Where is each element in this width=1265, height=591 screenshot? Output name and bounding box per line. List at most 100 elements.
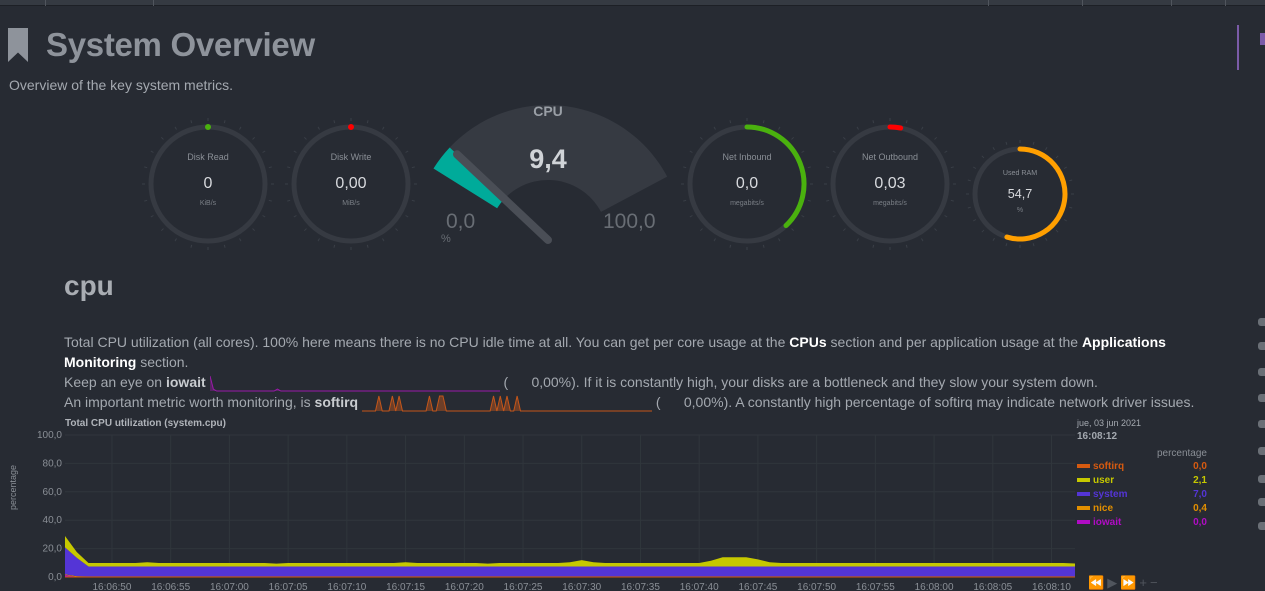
gauge-tick: [778, 238, 781, 242]
gauge-tick: [832, 150, 836, 153]
gauge-tick: [944, 215, 948, 218]
cpu-description-2: Monitoring section.: [64, 352, 188, 372]
cpu-chart[interactable]: 100,0 80,0 60,0 40,0 20,0 0,0 16:06:50 16:06:55…: [0, 425, 1080, 591]
gauge-label: Disk Write: [330, 152, 372, 162]
gauge-tick: [944, 150, 948, 153]
zoom-out-button[interactable]: −: [1149, 575, 1161, 590]
sidebar-icon[interactable]: [1258, 394, 1265, 402]
sidebar-icon[interactable]: [1258, 342, 1265, 350]
gauge-tick: [268, 166, 272, 169]
scroll-indicator[interactable]: [1237, 25, 1239, 70]
gauge-tick: [223, 120, 226, 124]
iowait-sparkline: [209, 376, 500, 392]
gauge-tick: [144, 166, 148, 169]
y-tick-label: 60,0: [43, 487, 63, 498]
gauge-tick: [287, 199, 291, 202]
gauge-tick: [366, 244, 369, 248]
legend-item-nice[interactable]: nice 0,4: [1077, 501, 1212, 515]
gauge-tick: [239, 238, 242, 242]
gauge-tick: [1055, 155, 1059, 159]
gauge-tick: [967, 179, 971, 182]
gauge-tick: [699, 228, 703, 232]
gauge-tick: [239, 126, 242, 130]
gauge-tick: [252, 228, 256, 232]
gauge-tick: [1032, 243, 1035, 247]
top-nav-bar: [0, 0, 1265, 6]
legend-item-softirq[interactable]: softirq 0,0: [1077, 459, 1212, 473]
gauge-tick: [262, 215, 266, 218]
sidebar-icon[interactable]: [1258, 318, 1265, 326]
gauge-tick: [366, 120, 369, 124]
gauge-label: Disk Read: [187, 152, 229, 162]
applications-link[interactable]: Applications: [1081, 334, 1166, 350]
gauge-tick: [713, 238, 716, 242]
gauge-unit: KiB/s: [199, 200, 217, 207]
gauge-tick: [801, 150, 805, 153]
x-tick-label: 16:07:35: [621, 582, 660, 591]
applications-link-cont[interactable]: Monitoring: [64, 354, 137, 370]
forward-button[interactable]: ⏩: [1120, 575, 1140, 590]
sidebar-icon[interactable]: [1258, 420, 1265, 428]
desc-text: Keep an eye on: [64, 374, 166, 390]
legend-item-system[interactable]: system 7,0: [1077, 487, 1212, 501]
legend-units: percentage: [1156, 448, 1207, 459]
gauge-tick: [333, 120, 336, 124]
series-area-system: [65, 547, 1075, 577]
legend-item-iowait[interactable]: iowait 0,0: [1077, 515, 1212, 529]
gauge-tick: [268, 199, 272, 202]
gauge-tick: [262, 150, 266, 153]
bookmark-nav-icon[interactable]: [1260, 33, 1265, 45]
gauge-tick: [921, 238, 924, 242]
gauge-tick: [921, 126, 924, 130]
gauge-tick: [1069, 206, 1073, 209]
gauge-disk-write[interactable]: Disk Write 0,00 MiB/s: [282, 115, 420, 253]
play-button[interactable]: ▶: [1107, 575, 1121, 590]
legend-time: 16:08:12: [1077, 431, 1118, 442]
gauge-net-inbound[interactable]: Net Inbound 0,0 megabits/s: [678, 115, 816, 253]
sidebar-icon[interactable]: [1258, 368, 1265, 376]
gauge-used-ram[interactable]: Used RAM 54,7%: [963, 137, 1077, 251]
gauge-tick: [807, 199, 811, 202]
gauge-tick: [972, 219, 977, 222]
iowait-description: Keep an eye on iowait ( 0,00%). If it is…: [64, 372, 1098, 393]
gauge-tick: [762, 244, 765, 248]
sidebar-icon[interactable]: [1258, 447, 1265, 455]
iowait-value-text: ( 0,00%). If it is constantly high, your…: [503, 374, 1098, 390]
gauge-tick: [190, 120, 193, 124]
x-tick-label: 16:07:55: [856, 582, 895, 591]
gauge-tick: [791, 136, 795, 140]
gauge-label: Used RAM: [1002, 168, 1038, 177]
zoom-in-button[interactable]: +: [1139, 575, 1150, 590]
legend-value: 0,4: [1193, 502, 1207, 514]
gauge-indicator: [348, 124, 354, 130]
sidebar-icon[interactable]: [1258, 498, 1265, 506]
rewind-button[interactable]: ⏪: [1088, 575, 1108, 590]
softirq-description: An important metric worth monitoring, is…: [64, 392, 1194, 413]
legend-swatch: [1077, 492, 1090, 496]
legend-value: 0,0: [1193, 516, 1207, 528]
gauge-disk-read[interactable]: Disk Read 0 KiB/s: [139, 115, 277, 253]
gauge-tick: [807, 166, 811, 169]
x-tick-label: 16:07:20: [445, 582, 484, 591]
sidebar-icon[interactable]: [1258, 522, 1265, 530]
gauge-tick: [395, 228, 399, 232]
gauge-tick: [762, 120, 765, 124]
legend-item-user[interactable]: user 2,1: [1077, 473, 1212, 487]
gauge-tick: [791, 228, 795, 232]
chart-legend: jue, 03 jun 2021 16:08:12 percentage sof…: [1077, 418, 1212, 529]
gauge-tick: [981, 229, 985, 233]
cpus-link[interactable]: CPUs: [789, 334, 827, 350]
cpu-gauge-title: CPU: [533, 103, 563, 119]
cpu-gauge-min: 0,0: [446, 210, 476, 233]
gauge-tick: [872, 120, 875, 124]
sidebar-icon[interactable]: [1258, 475, 1265, 483]
x-tick-label: 16:07:50: [797, 582, 836, 591]
gauge-tick: [934, 228, 938, 232]
gauge-net-outbound[interactable]: Net Outbound 0,03 megabits/s: [821, 115, 959, 253]
gauge-tick: [950, 199, 954, 202]
gauge-tick: [382, 126, 385, 130]
gauge-tick: [689, 150, 693, 153]
x-tick-label: 16:07:30: [562, 582, 601, 591]
gauge-tick: [303, 228, 307, 232]
gauge-ring: [142, 118, 274, 250]
